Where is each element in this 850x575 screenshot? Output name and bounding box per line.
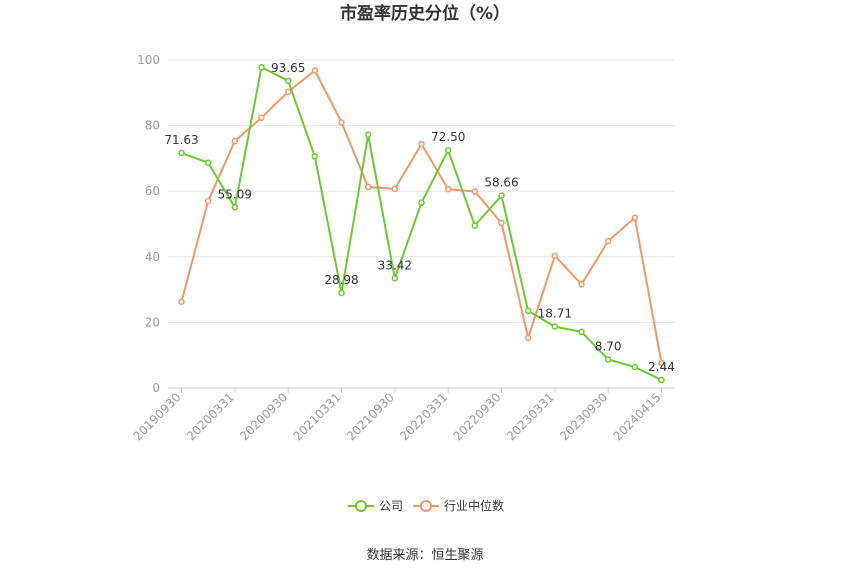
data-point[interactable] (364, 183, 372, 191)
data-label: 71.63 (164, 133, 198, 147)
data-point[interactable] (498, 192, 505, 199)
data-point[interactable] (551, 252, 559, 260)
data-label: 93.65 (271, 61, 305, 75)
data-point[interactable] (631, 214, 639, 222)
y-tick-label: 40 (145, 250, 160, 264)
data-point[interactable] (551, 323, 559, 330)
data-point[interactable] (444, 185, 452, 193)
data-label: 18.71 (538, 307, 572, 321)
x-tick-label: 20230930 (557, 390, 610, 443)
legend-marker (355, 500, 367, 512)
data-point[interactable] (471, 188, 479, 195)
data-point[interactable] (444, 146, 452, 154)
data-point[interactable] (391, 185, 399, 193)
data-point[interactable] (498, 219, 505, 227)
data-point[interactable] (418, 140, 425, 148)
data-point[interactable] (364, 131, 372, 139)
data-point[interactable] (311, 153, 319, 160)
legend-label: 公司 (379, 499, 403, 513)
data-label: 28.98 (324, 273, 358, 287)
data-point[interactable] (178, 298, 185, 305)
data-label: 55.09 (218, 187, 252, 201)
data-label: 2.44 (648, 360, 675, 374)
y-tick-label: 80 (145, 119, 160, 133)
data-point[interactable] (471, 222, 479, 229)
chart-title: 市盈率历史分位（%） (340, 3, 510, 24)
y-tick-label: 100 (137, 53, 160, 67)
x-tick-label: 20200930 (237, 390, 290, 443)
x-tick-label: 20200331 (184, 390, 237, 443)
x-tick-label: 20210930 (344, 390, 397, 443)
data-label: 72.50 (431, 130, 465, 144)
x-tick-label: 20220331 (397, 390, 450, 443)
x-tick-label: 20210331 (291, 390, 344, 443)
data-point[interactable] (311, 67, 319, 74)
x-tick-label: 20240415 (611, 390, 664, 443)
y-tick-label: 20 (145, 315, 160, 329)
y-tick-label: 60 (145, 184, 160, 198)
legend-marker (420, 500, 432, 512)
data-point[interactable] (418, 199, 425, 206)
data-label: 8.70 (595, 339, 622, 353)
data-label: 58.66 (484, 176, 518, 190)
data-point[interactable] (658, 376, 665, 384)
x-tick-label: 20230331 (504, 390, 557, 443)
data-point[interactable] (258, 114, 265, 121)
legend-item-0[interactable]: 公司 (348, 499, 403, 513)
data-point[interactable] (524, 334, 532, 342)
data-point[interactable] (524, 307, 532, 315)
legend[interactable]: 公司 行业中位数 (348, 498, 504, 513)
data-point[interactable] (231, 204, 239, 211)
data-point[interactable] (658, 359, 665, 367)
data-point[interactable] (338, 119, 345, 126)
series-line-0 (181, 66, 662, 381)
series-group (178, 63, 665, 384)
y-axis: 0 20 40 60 80 100 (137, 53, 160, 395)
data-source: 数据来源：恒生聚源 (366, 548, 483, 563)
x-tick-label: 20190930 (131, 390, 184, 443)
data-point[interactable] (391, 275, 399, 282)
data-label: 33.42 (378, 258, 412, 272)
data-point[interactable] (204, 197, 212, 205)
x-axis: 20190930 20200331 20200930 20210331 20210930… (131, 388, 664, 443)
data-point[interactable] (604, 356, 612, 363)
data-point[interactable] (284, 88, 292, 96)
data-point[interactable] (578, 328, 585, 336)
legend-label: 行业中位数 (444, 498, 504, 513)
data-labels: 71.63 55.09 93.65 28.98 33.42 72.50 58.66 18.71… (164, 61, 675, 374)
data-point[interactable] (231, 137, 239, 145)
data-point[interactable] (204, 159, 212, 166)
data-point[interactable] (631, 363, 639, 371)
data-point[interactable] (604, 237, 612, 245)
y-tick-label: 0 (152, 381, 160, 395)
legend-item-1[interactable]: 行业中位数 (413, 498, 504, 513)
data-point[interactable] (578, 281, 585, 288)
x-tick-label: 20220930 (451, 390, 504, 443)
data-point[interactable] (338, 289, 345, 297)
data-point[interactable] (258, 63, 265, 71)
data-point[interactable] (284, 77, 292, 85)
data-point[interactable] (178, 149, 185, 157)
